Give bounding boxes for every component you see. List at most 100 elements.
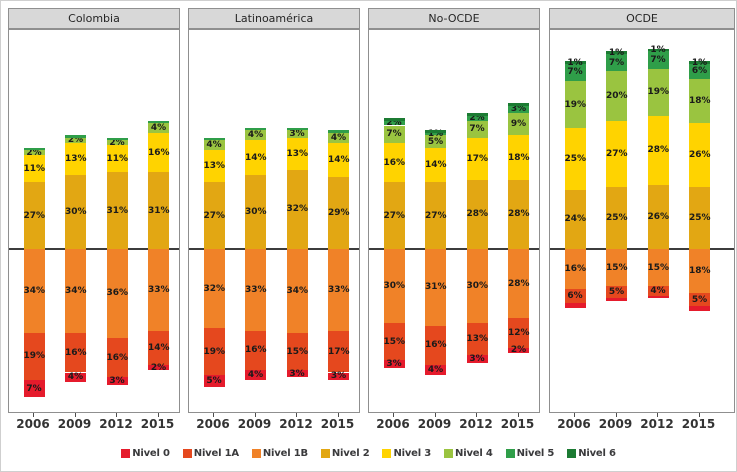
x-axis-tick bbox=[254, 413, 256, 417]
x-axis-label-2009: 2009 bbox=[598, 417, 633, 431]
legend-item-nivel-4: Nivel 4 bbox=[444, 448, 493, 459]
x-axis-tick bbox=[393, 413, 394, 417]
facet-title: OCDE bbox=[626, 12, 658, 25]
bar-segment-nivel-1a-2006 bbox=[564, 288, 586, 304]
bar-segment-nivel-4-2015 bbox=[328, 132, 349, 143]
bar-segment-nivel-4-2012 bbox=[106, 140, 128, 146]
bar-segment-nivel-3-2015 bbox=[148, 132, 169, 173]
bar-segment-nivel-5-2012 bbox=[466, 115, 488, 121]
facet-title: No-OCDE bbox=[428, 12, 480, 25]
bar-segment-nivel-3-2012 bbox=[106, 145, 128, 173]
x-axis-tick bbox=[657, 413, 658, 417]
bar-segment-nivel-4-2009 bbox=[606, 71, 627, 121]
legend-swatch-icon bbox=[121, 448, 131, 458]
legend-swatch-icon bbox=[251, 448, 261, 458]
bar-segment-nivel-4-2012 bbox=[286, 130, 308, 138]
legend-swatch-icon bbox=[320, 448, 330, 458]
bar-segment-nivel-0-2009 bbox=[245, 370, 266, 380]
bar-segment-nivel-0-2009 bbox=[65, 372, 86, 383]
x-axis-tick bbox=[615, 413, 617, 417]
bar-segment-nivel-2-2015 bbox=[508, 179, 529, 249]
bar-segment-nivel-5-2009 bbox=[606, 53, 627, 72]
bar-segment-nivel-3-2006 bbox=[203, 150, 225, 183]
x-axis-label-2012: 2012 bbox=[640, 417, 674, 431]
bar-segment-nivel-0-2015 bbox=[508, 347, 529, 353]
bar-segment-nivel-1a-2012 bbox=[466, 323, 488, 356]
bar-segment-nivel-4-2009 bbox=[245, 130, 266, 141]
x-axis-label-2006: 2006 bbox=[16, 417, 50, 431]
bar-segment-nivel-0-2009 bbox=[425, 365, 446, 375]
bar-segment-nivel-1b-2006 bbox=[23, 249, 45, 333]
bar-segment-nivel-1a-2012 bbox=[647, 286, 669, 296]
bar-segment-nivel-1b-2006 bbox=[203, 249, 225, 329]
facet-title: Colombia bbox=[68, 12, 120, 25]
bar-segment-nivel-1b-2015 bbox=[148, 249, 169, 331]
bar-segment-nivel-1b-2006 bbox=[564, 249, 586, 289]
facet-header-ocde: OCDE bbox=[549, 8, 735, 29]
bar-segment-nivel-6-2009 bbox=[606, 51, 627, 54]
legend-label: Nivel 4 bbox=[455, 447, 493, 459]
bar-segment-nivel-2-2006 bbox=[23, 182, 45, 249]
legend-label: Nivel 5 bbox=[516, 447, 555, 459]
bar-segment-nivel-4-2006 bbox=[564, 81, 586, 128]
bar-segment-nivel-4-2012 bbox=[466, 120, 488, 138]
bar-segment-nivel-6-2006 bbox=[383, 118, 405, 121]
bar-segment-nivel-4-2015 bbox=[508, 113, 529, 136]
panel-plot-area-ocde: 24% 25% 19% 7% 1% 16% 6% 25% 27% 20% 7% 1% 15% 5% 26% 2… bbox=[549, 29, 735, 413]
bar-segment-nivel-5-2015 bbox=[148, 120, 169, 124]
bar-segment-nivel-0-2015 bbox=[328, 372, 349, 380]
chart-legend: Nivel 0 Nivel 1A Nivel 1B Nivel 2 Nivel 3 Niv… bbox=[0, 444, 737, 462]
bar-segment-nivel-1a-2009 bbox=[425, 325, 446, 366]
bar-segment-nivel-5-2009 bbox=[425, 132, 446, 136]
bar-segment-nivel-1a-2009 bbox=[245, 330, 266, 371]
bar-segment-nivel-1a-2012 bbox=[106, 337, 128, 378]
bar-segment-nivel-5-2012 bbox=[106, 137, 128, 141]
bar-segment-nivel-2-2006 bbox=[383, 182, 405, 249]
zero-baseline bbox=[189, 248, 359, 250]
bar-segment-nivel-1b-2015 bbox=[328, 249, 349, 331]
bar-segment-nivel-1b-2015 bbox=[689, 249, 710, 294]
x-axis-label-2009: 2009 bbox=[57, 417, 92, 431]
bar-segment-nivel-0-2006 bbox=[203, 374, 225, 388]
bar-segment-nivel-3-2009 bbox=[245, 140, 266, 175]
bar-segment-nivel-0-2006 bbox=[383, 360, 405, 368]
x-axis-label-2015: 2015 bbox=[500, 417, 535, 431]
bar-segment-nivel-4-2012 bbox=[647, 68, 669, 116]
facet-header-colombia: Colombia bbox=[8, 8, 180, 29]
x-axis-tick bbox=[698, 413, 700, 417]
bar-segment-nivel-4-2015 bbox=[148, 123, 169, 133]
legend-swatch-icon bbox=[505, 448, 515, 458]
bar-segment-nivel-1a-2009 bbox=[65, 332, 86, 373]
legend-label: Nivel 3 bbox=[393, 447, 432, 459]
bar-segment-nivel-2-2006 bbox=[203, 182, 225, 249]
bar-segment-nivel-1b-2012 bbox=[647, 249, 669, 287]
bar-segment-nivel-3-2009 bbox=[425, 147, 446, 183]
panel-plot-area-no-ocde: 27% 16% 7% 2% 30% 15% 3% 27% 14% 5% 1% 31% 16% 4% 28% 1… bbox=[368, 29, 540, 413]
bar-segment-nivel-2-2009 bbox=[606, 187, 627, 249]
legend-label: Nivel 1B bbox=[262, 447, 308, 459]
bar-segment-nivel-2-2009 bbox=[65, 174, 86, 249]
bar-segment-nivel-5-2009 bbox=[65, 135, 86, 138]
bar-segment-nivel-5-2015 bbox=[508, 105, 529, 114]
bar-segment-nivel-5-2012 bbox=[647, 51, 669, 69]
bar-segment-nivel-6-2009 bbox=[425, 130, 446, 133]
x-axis-tick bbox=[574, 413, 575, 417]
bar-segment-nivel-3-2012 bbox=[647, 115, 669, 185]
bar-segment-nivel-3-2012 bbox=[466, 137, 488, 180]
bar-segment-nivel-4-2006 bbox=[23, 150, 45, 156]
bar-segment-nivel-0-2009 bbox=[606, 298, 627, 301]
bar-segment-nivel-4-2009 bbox=[425, 135, 446, 148]
bar-segment-nivel-1a-2015 bbox=[508, 318, 529, 348]
bar-segment-nivel-2-2012 bbox=[647, 184, 669, 249]
bar-segment-nivel-6-2015 bbox=[508, 103, 529, 106]
bar-segment-nivel-3-2006 bbox=[564, 127, 586, 190]
panel-plot-area-latinoam-rica: 27% 13% 4% 32% 19% 5% 30% 14% 4% 33% 16% 4% 32% 13% 3%… bbox=[188, 29, 360, 413]
bar-segment-nivel-0-2015 bbox=[148, 365, 169, 371]
x-axis-label-2015: 2015 bbox=[140, 417, 175, 431]
x-axis-tick bbox=[476, 413, 477, 417]
x-axis-tick bbox=[337, 413, 339, 417]
bar-segment-nivel-0-2015 bbox=[689, 305, 710, 311]
legend-swatch-icon bbox=[182, 448, 192, 458]
legend-label: Nivel 0 bbox=[132, 447, 170, 459]
